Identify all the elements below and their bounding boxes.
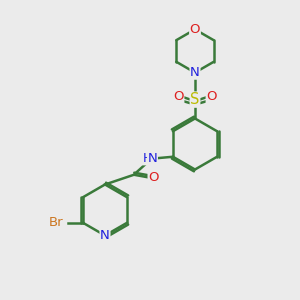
Text: O: O <box>173 90 184 103</box>
Text: N: N <box>190 66 200 79</box>
Text: O: O <box>190 23 200 36</box>
Text: S: S <box>190 92 200 107</box>
Text: O: O <box>206 90 217 103</box>
Text: H: H <box>142 152 152 165</box>
Text: O: O <box>148 171 159 184</box>
Text: N: N <box>148 152 157 165</box>
Text: N: N <box>100 229 110 242</box>
Text: Br: Br <box>49 216 63 229</box>
